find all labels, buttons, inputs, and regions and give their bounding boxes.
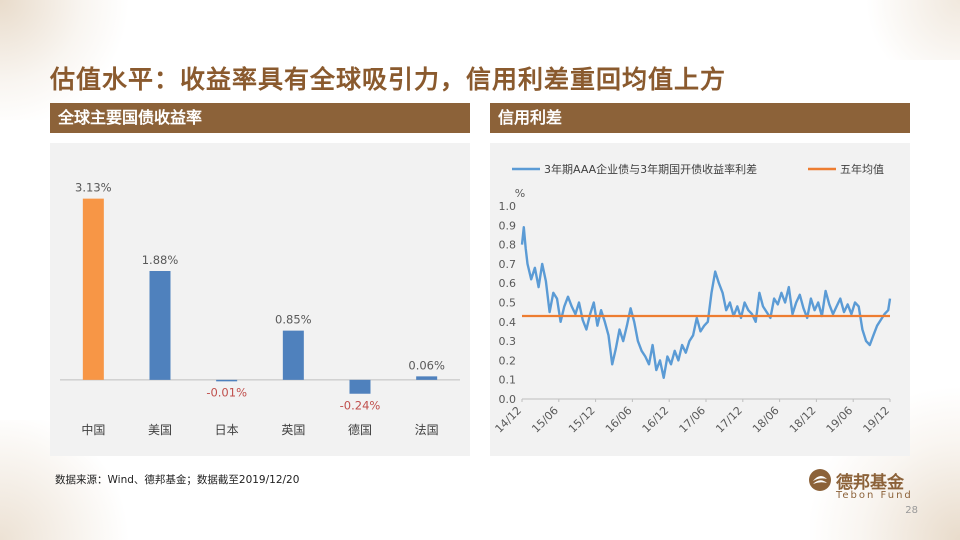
bar-data-label-1: 1.88% xyxy=(142,253,179,267)
y-tick-label-9: 0.9 xyxy=(499,219,517,232)
slide-title: 估值水平：收益率具有全球吸引力，信用利差重回均值上方 xyxy=(50,65,727,94)
x-tick-label-2: 15/12 xyxy=(566,404,598,436)
bar-1 xyxy=(149,271,171,380)
x-tick-label-10: 19/12 xyxy=(861,404,893,436)
bar-category-label-0: 中国 xyxy=(81,422,105,437)
data-source-note: 数据来源：Wind、德邦基金；数据截至2019/12/20 xyxy=(55,474,300,486)
decorative-dots-top-right xyxy=(840,0,960,60)
x-tick-label-4: 16/12 xyxy=(640,404,672,436)
y-tick-label-7: 0.7 xyxy=(499,258,517,271)
y-axis-unit-label: % xyxy=(515,187,525,200)
credit-spread-line-chart: 0.00.10.20.30.40.50.60.70.80.91.0%14/12 1… xyxy=(493,162,893,436)
bar-category-label-5: 法国 xyxy=(415,423,439,437)
y-tick-label-5: 0.5 xyxy=(499,297,517,310)
x-tick-label-6: 17/12 xyxy=(713,404,745,436)
bar-0 xyxy=(82,198,104,380)
bar-2 xyxy=(216,379,238,382)
bond-yield-bar-chart: 3.13% 中国 1.88% 美国 -0.01% 日本 0.85% 英国 -0.24% 德国 0.0… xyxy=(60,181,460,437)
bond-yield-section-header: 全球主要国债收益率 xyxy=(50,103,470,133)
page-number: 28 xyxy=(905,505,918,516)
y-tick-label-1: 0.1 xyxy=(499,374,517,387)
bar-data-label-2: -0.01% xyxy=(206,385,247,399)
x-tick-label-8: 18/12 xyxy=(787,404,819,436)
bar-4 xyxy=(349,379,371,394)
y-tick-label-2: 0.2 xyxy=(499,354,517,367)
bar-category-label-3: 英国 xyxy=(281,423,305,437)
bar-category-label-1: 美国 xyxy=(148,423,172,437)
bar-5 xyxy=(416,376,438,380)
series-line-0 xyxy=(520,225,892,380)
bar-category-label-2: 日本 xyxy=(215,423,239,437)
bond-yield-chart-panel: 3.13% 中国 1.88% 美国 -0.01% 日本 0.85% 英国 -0.24% 德国 0.0… xyxy=(50,143,470,456)
x-tick-label-0: 14/12 xyxy=(493,404,525,436)
x-tick-label-9: 19/06 xyxy=(824,404,856,436)
bar-data-label-3: 0.85% xyxy=(275,313,312,327)
bar-data-label-0: 3.13% xyxy=(75,181,112,195)
bar-data-label-4: -0.24% xyxy=(340,399,381,413)
credit-spread-chart-panel: 0.0 0.1 0.2 0.3 0.4 0.5 0.6 0.7 0.8 0.9 1.0% 14/12 1… xyxy=(490,143,910,456)
legend-label-1: 五年均值 xyxy=(840,162,884,176)
legend-label-0: 3年期AAA企业债与3年期国开债收益率利差 xyxy=(544,162,757,176)
logo-name-en: Tebon Fund xyxy=(836,490,913,501)
bar-category-label-4: 德国 xyxy=(348,422,372,437)
logo-emblem-icon xyxy=(809,469,831,491)
credit-spread-section-header: 信用利差 xyxy=(490,103,910,133)
company-logo: 德邦基金 Tebon Fund xyxy=(808,468,911,501)
y-tick-label-10: 1.0 xyxy=(499,200,517,213)
bar-data-label-5: 0.06% xyxy=(408,358,445,372)
y-tick-label-8: 0.8 xyxy=(499,239,517,252)
y-tick-label-3: 0.3 xyxy=(499,335,517,348)
y-tick-label-4: 0.4 xyxy=(499,316,517,329)
y-tick-label-0: 0.0 xyxy=(499,393,517,406)
x-tick-label-5: 17/06 xyxy=(677,404,709,436)
y-tick-label-6: 0.6 xyxy=(499,277,517,290)
x-tick-label-3: 16/06 xyxy=(603,404,635,436)
bar-3 xyxy=(282,330,304,380)
x-tick-label-7: 18/06 xyxy=(750,404,782,436)
logo-name-cn: 德邦基金 xyxy=(836,473,904,493)
x-tick-label-1: 15/06 xyxy=(529,404,561,436)
